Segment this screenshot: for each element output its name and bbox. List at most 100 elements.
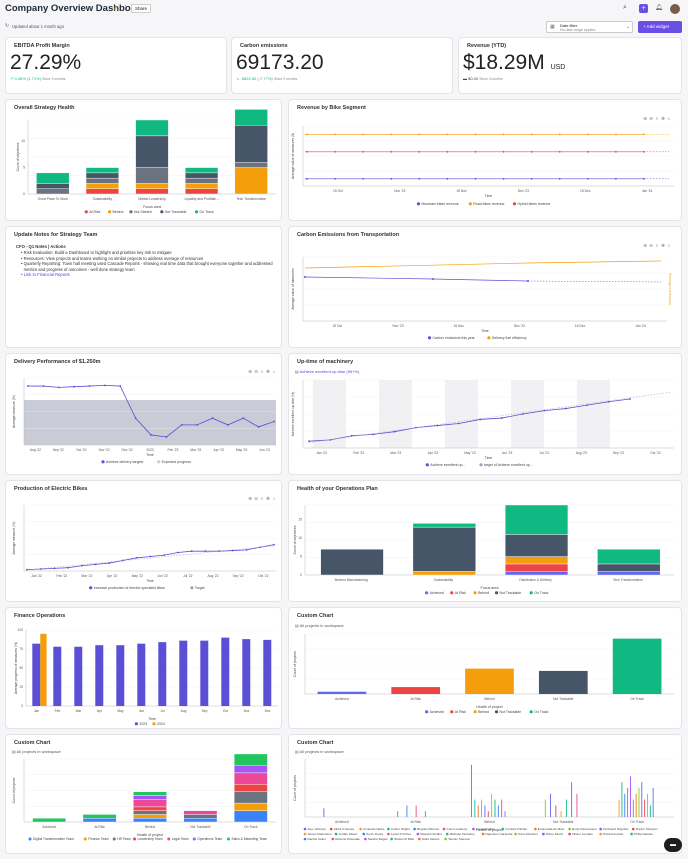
legend-marker xyxy=(468,202,472,206)
add-icon-button[interactable]: + xyxy=(639,4,648,13)
data-point xyxy=(304,276,306,278)
legend-label: Achieved xyxy=(430,591,444,595)
share-button[interactable]: Share xyxy=(131,4,151,13)
x-tick-label: 15 Nov xyxy=(456,189,467,193)
card-title: Custom Chart xyxy=(297,740,334,746)
bell-icon[interactable]: 🔔︎ xyxy=(655,5,663,11)
data-point xyxy=(530,177,533,180)
legend-label: 2024 xyxy=(157,722,165,726)
legend-label: Mountain bikes revenue xyxy=(422,202,459,206)
x-tick-label: 15 Nov xyxy=(453,324,464,328)
x-tick-label: May xyxy=(117,709,124,713)
bar-segment xyxy=(36,183,70,189)
bar-segment xyxy=(135,183,169,189)
star-icon[interactable]: ☆ xyxy=(112,3,120,12)
bar-segment xyxy=(412,526,476,572)
trend-flat-icon: ▬ xyxy=(463,76,467,81)
x-axis-label: Focus area xyxy=(481,586,499,590)
y2-axis-label: Delivery fuel efficiency xyxy=(668,273,672,305)
bar-segment xyxy=(32,818,67,823)
legend-label: Olivier Lemaire xyxy=(572,832,593,836)
legend-label: Achieve excellent up... xyxy=(430,463,465,467)
bar-segment xyxy=(234,167,268,195)
card-custom-2: Custom Chart ▤ All projects in workspace… xyxy=(5,734,282,854)
legend-label: Amanda Clarke xyxy=(363,827,385,831)
chart-subtitle: Achieve excellent up-time (95+%) xyxy=(299,369,360,374)
data-point xyxy=(190,550,193,553)
bar-2023 xyxy=(263,639,272,706)
data-point xyxy=(522,413,524,415)
data-point xyxy=(196,424,199,426)
bar xyxy=(644,799,646,817)
date-filter[interactable]: ▦ Date filter No date range applied ⌄ xyxy=(546,21,633,33)
legend-label: Crystal Fallon xyxy=(476,827,495,831)
x-tick-label: Aug '23 xyxy=(576,451,587,455)
bar xyxy=(638,788,640,817)
legend-label: Alicia O Sousa xyxy=(334,827,355,831)
y-tick-label: 50 xyxy=(19,666,23,670)
card-custom-1: Custom Chart ▤ All projects in workspace… xyxy=(288,607,682,729)
calendar-icon: ▦ xyxy=(550,24,555,30)
data-point xyxy=(67,566,70,569)
kpi-card-carbon: Carbon emissions 69173.20 ↘ -5822.60 (-7… xyxy=(231,37,453,94)
kpi-title: Revenue (YTD) xyxy=(467,43,507,49)
legend-marker xyxy=(529,710,533,714)
legend-label: Maxwell Smiths xyxy=(420,832,442,836)
legend-marker xyxy=(481,832,485,836)
x-tick-label: Apr '23 xyxy=(214,448,225,452)
legend-marker xyxy=(494,710,499,714)
legend-label: Operations Team xyxy=(197,837,222,841)
pan-icon: ✥ xyxy=(266,496,270,501)
financial-reports-link[interactable]: • Link to Financial Reports xyxy=(21,272,70,278)
x-tick-label: Oct '22 xyxy=(76,448,87,452)
more-icon[interactable]: ⋮ xyxy=(122,5,129,12)
data-point xyxy=(457,422,460,425)
legend-label: Amber Wright xyxy=(391,827,410,831)
chat-icon[interactable]: ▬ xyxy=(664,838,682,852)
add-widget-button[interactable]: + Add widget xyxy=(638,21,682,33)
revenue-chart: Average value of measures ($) ⊕ ⊖ ⌕ ✥ ⌂ 15 Oct… xyxy=(291,116,674,206)
x-tick-label: Nov xyxy=(244,709,250,713)
y-tick-label: 100 xyxy=(18,628,24,632)
bar-segment xyxy=(133,799,167,808)
overall-strategy-chart: Count of objectives Focus area 0 5 10 Great P… xyxy=(16,109,276,214)
data-point xyxy=(432,278,434,280)
data-point xyxy=(502,150,505,153)
legend-label: Nora Schieber xyxy=(518,832,538,836)
card-revenue: Revenue by Bike Segment Average value of… xyxy=(288,99,682,221)
legend-marker xyxy=(134,722,138,726)
search-icon[interactable]: ⌕ xyxy=(623,4,627,11)
x-tick-label: Dec '22 xyxy=(122,448,133,452)
legend-label: On Track xyxy=(200,210,214,214)
legend-label: Legal Team xyxy=(172,837,189,841)
x-axis-label: Focus area xyxy=(143,205,161,209)
avatar[interactable] xyxy=(670,4,680,14)
x-tick-label: Jan '23 xyxy=(316,451,327,455)
bar-2023 xyxy=(179,640,188,706)
card-ops: Health of your Operations Plan Count of … xyxy=(288,480,682,602)
bar-segment xyxy=(233,784,268,792)
refresh-icon[interactable]: ↻ xyxy=(5,23,10,29)
y-tick-label: 10 xyxy=(298,536,302,540)
data-point xyxy=(273,420,275,423)
data-point xyxy=(418,150,421,153)
legend-label: Tamsin Spencer xyxy=(448,837,470,841)
data-point xyxy=(211,417,214,420)
x-tick-label: Oct xyxy=(223,709,228,713)
legend-label: Jordan Ziwert xyxy=(339,832,358,836)
legend-label: Finance Team xyxy=(88,837,109,841)
legend-marker xyxy=(630,832,633,836)
legend-label: Not Trackable xyxy=(500,591,522,595)
y-tick-label: 25 xyxy=(19,685,23,689)
legend-label: On Track xyxy=(534,591,548,595)
zoom-icon: ⌕ xyxy=(656,116,659,121)
bar xyxy=(465,668,514,694)
data-point xyxy=(204,550,207,553)
x-tick-label: Tech Transformation xyxy=(613,578,643,582)
legend-marker xyxy=(152,722,156,726)
data-point xyxy=(615,150,617,153)
card-custom-3: Custom Chart ▤ All projects in workspace… xyxy=(288,734,682,854)
legend-label: Oliver Mozer xyxy=(546,832,564,836)
x-tick-label: Aug '22 xyxy=(30,448,41,452)
data-point xyxy=(502,133,505,136)
